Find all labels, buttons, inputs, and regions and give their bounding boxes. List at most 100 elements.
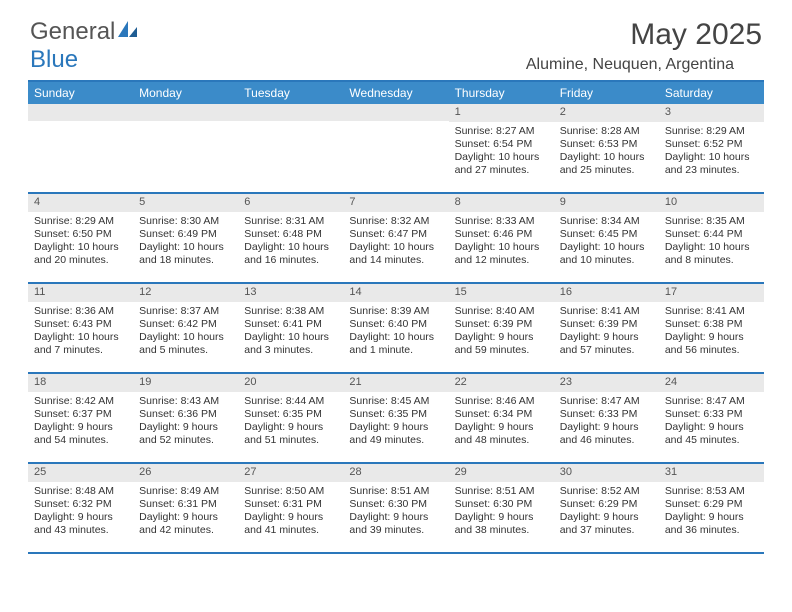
brand-name-1: General (30, 18, 115, 46)
day-cell: 26Sunrise: 8:49 AMSunset: 6:31 PMDayligh… (133, 464, 238, 552)
sunrise-text: Sunrise: 8:28 AM (560, 125, 653, 138)
day-cell: 16Sunrise: 8:41 AMSunset: 6:39 PMDayligh… (554, 284, 659, 372)
daylight-text: Daylight: 9 hours and 54 minutes. (34, 421, 127, 447)
daylight-text: Daylight: 10 hours and 27 minutes. (455, 151, 548, 177)
day-content: Sunrise: 8:27 AMSunset: 6:54 PMDaylight:… (449, 122, 554, 182)
daylight-text: Daylight: 9 hours and 49 minutes. (349, 421, 442, 447)
day-cell: 25Sunrise: 8:48 AMSunset: 6:32 PMDayligh… (28, 464, 133, 552)
sunrise-text: Sunrise: 8:37 AM (139, 305, 232, 318)
day-content: Sunrise: 8:49 AMSunset: 6:31 PMDaylight:… (133, 482, 238, 542)
day-number: 10 (659, 194, 764, 212)
day-cell (28, 104, 133, 192)
day-number: 16 (554, 284, 659, 302)
day-number: 22 (449, 374, 554, 392)
daylight-text: Daylight: 9 hours and 43 minutes. (34, 511, 127, 537)
sunset-text: Sunset: 6:29 PM (560, 498, 653, 511)
sunrise-text: Sunrise: 8:31 AM (244, 215, 337, 228)
daylight-text: Daylight: 10 hours and 18 minutes. (139, 241, 232, 267)
day-number: 27 (238, 464, 343, 482)
day-content: Sunrise: 8:29 AMSunset: 6:50 PMDaylight:… (28, 212, 133, 272)
day-cell: 20Sunrise: 8:44 AMSunset: 6:35 PMDayligh… (238, 374, 343, 462)
day-number: 9 (554, 194, 659, 212)
day-cell: 23Sunrise: 8:47 AMSunset: 6:33 PMDayligh… (554, 374, 659, 462)
day-number: 30 (554, 464, 659, 482)
day-number: 13 (238, 284, 343, 302)
sunrise-text: Sunrise: 8:44 AM (244, 395, 337, 408)
sunrise-text: Sunrise: 8:34 AM (560, 215, 653, 228)
day-cell: 9Sunrise: 8:34 AMSunset: 6:45 PMDaylight… (554, 194, 659, 282)
sunrise-text: Sunrise: 8:52 AM (560, 485, 653, 498)
day-cell: 28Sunrise: 8:51 AMSunset: 6:30 PMDayligh… (343, 464, 448, 552)
daylight-text: Daylight: 10 hours and 12 minutes. (455, 241, 548, 267)
sunrise-text: Sunrise: 8:42 AM (34, 395, 127, 408)
day-number: 29 (449, 464, 554, 482)
day-number: 21 (343, 374, 448, 392)
sunrise-text: Sunrise: 8:47 AM (665, 395, 758, 408)
day-content: Sunrise: 8:51 AMSunset: 6:30 PMDaylight:… (449, 482, 554, 542)
day-number: 23 (554, 374, 659, 392)
sunset-text: Sunset: 6:37 PM (34, 408, 127, 421)
day-content: Sunrise: 8:51 AMSunset: 6:30 PMDaylight:… (343, 482, 448, 542)
sunset-text: Sunset: 6:45 PM (560, 228, 653, 241)
sunrise-text: Sunrise: 8:49 AM (139, 485, 232, 498)
sunrise-text: Sunrise: 8:46 AM (455, 395, 548, 408)
sunset-text: Sunset: 6:43 PM (34, 318, 127, 331)
day-content: Sunrise: 8:44 AMSunset: 6:35 PMDaylight:… (238, 392, 343, 452)
sunset-text: Sunset: 6:46 PM (455, 228, 548, 241)
day-cell: 19 Sunrise: 8:43 AMSunset: 6:36 PMDayligh… (133, 374, 238, 462)
day-header-row: SundayMondayTuesdayWednesdayThursdayFrid… (28, 82, 764, 104)
sunrise-text: Sunrise: 8:41 AM (560, 305, 653, 318)
sunrise-text: Sunrise: 8:27 AM (455, 125, 548, 138)
sunrise-text: Sunrise: 8:47 AM (560, 395, 653, 408)
day-content: Sunrise: 8:53 AMSunset: 6:29 PMDaylight:… (659, 482, 764, 542)
sunset-text: Sunset: 6:38 PM (665, 318, 758, 331)
sunset-text: Sunset: 6:39 PM (560, 318, 653, 331)
sunrise-text: Sunrise: 8:51 AM (455, 485, 548, 498)
daylight-text: Daylight: 9 hours and 48 minutes. (455, 421, 548, 447)
sunset-text: Sunset: 6:48 PM (244, 228, 337, 241)
daylight-text: Daylight: 10 hours and 25 minutes. (560, 151, 653, 177)
day-number: 20 (238, 374, 343, 392)
day-cell: 24Sunrise: 8:47 AMSunset: 6:33 PMDayligh… (659, 374, 764, 462)
day-number: 25 (28, 464, 133, 482)
day-cell: 11Sunrise: 8:36 AMSunset: 6:43 PMDayligh… (28, 284, 133, 372)
day-cell: 29Sunrise: 8:51 AMSunset: 6:30 PMDayligh… (449, 464, 554, 552)
daylight-text: Daylight: 10 hours and 1 minute. (349, 331, 442, 357)
day-content: Sunrise: 8:47 AMSunset: 6:33 PMDaylight:… (659, 392, 764, 452)
day-number (28, 104, 133, 121)
day-number: 8 (449, 194, 554, 212)
day-header: Wednesday (343, 82, 448, 104)
day-content: Sunrise: 8:37 AMSunset: 6:42 PMDaylight:… (133, 302, 238, 362)
day-header: Saturday (659, 82, 764, 104)
sunset-text: Sunset: 6:41 PM (244, 318, 337, 331)
daylight-text: Daylight: 9 hours and 52 minutes. (139, 421, 232, 447)
daylight-text: Daylight: 10 hours and 5 minutes. (139, 331, 232, 357)
sunset-text: Sunset: 6:35 PM (349, 408, 442, 421)
sunrise-text: Sunrise: 8:29 AM (665, 125, 758, 138)
day-content: Sunrise: 8:38 AMSunset: 6:41 PMDaylight:… (238, 302, 343, 362)
day-number: 3 (659, 104, 764, 122)
day-number: 19 (133, 374, 238, 392)
day-cell: 6Sunrise: 8:31 AMSunset: 6:48 PMDaylight… (238, 194, 343, 282)
day-number: 12 (133, 284, 238, 302)
day-number: 7 (343, 194, 448, 212)
day-content: Sunrise: 8:36 AMSunset: 6:43 PMDaylight:… (28, 302, 133, 362)
day-content: Sunrise: 8:32 AMSunset: 6:47 PMDaylight:… (343, 212, 448, 272)
sunset-text: Sunset: 6:36 PM (139, 408, 232, 421)
day-cell: 15Sunrise: 8:40 AMSunset: 6:39 PMDayligh… (449, 284, 554, 372)
brand-logo: General (30, 18, 139, 46)
daylight-text: Daylight: 9 hours and 51 minutes. (244, 421, 337, 447)
sunrise-text: Sunrise: 8:43 AM (139, 395, 232, 408)
day-content: Sunrise: 8:47 AMSunset: 6:33 PMDaylight:… (554, 392, 659, 452)
day-content: Sunrise: 8:50 AMSunset: 6:31 PMDaylight:… (238, 482, 343, 542)
sunset-text: Sunset: 6:49 PM (139, 228, 232, 241)
day-number (238, 104, 343, 121)
day-number: 18 (28, 374, 133, 392)
day-cell: 17Sunrise: 8:41 AMSunset: 6:38 PMDayligh… (659, 284, 764, 372)
day-cell: 4Sunrise: 8:29 AMSunset: 6:50 PMDaylight… (28, 194, 133, 282)
sunrise-text: Sunrise: 8:36 AM (34, 305, 127, 318)
day-content: Sunrise: 8:52 AMSunset: 6:29 PMDaylight:… (554, 482, 659, 542)
day-content: Sunrise: 8:29 AMSunset: 6:52 PMDaylight:… (659, 122, 764, 182)
day-cell: 14Sunrise: 8:39 AMSunset: 6:40 PMDayligh… (343, 284, 448, 372)
sunset-text: Sunset: 6:42 PM (139, 318, 232, 331)
